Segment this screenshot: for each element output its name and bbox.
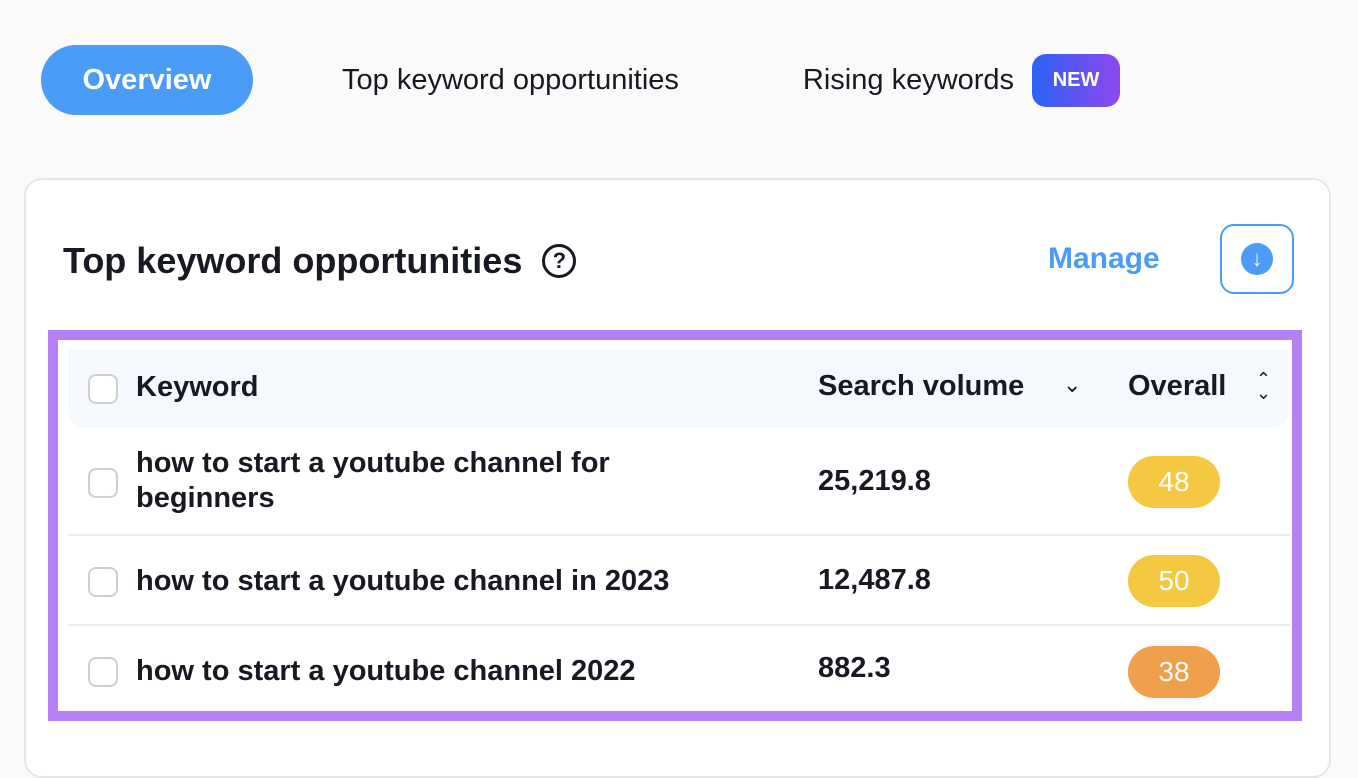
card-title: Top keyword opportunities ? (63, 240, 577, 282)
search-volume-cell: 25,219.8 (818, 465, 931, 497)
column-overall[interactable]: Overall (1128, 370, 1227, 402)
table-header: Keyword Search volume ⌄ Overall ⌃⌄ (68, 350, 1290, 428)
column-search-volume[interactable]: Search volume (818, 370, 1025, 402)
new-badge: NEW (1032, 53, 1121, 107)
download-button[interactable]: ↓ (1220, 224, 1294, 294)
tab-rising-keywords[interactable]: Rising keywords (802, 63, 1015, 96)
overall-badge: 48 (1128, 456, 1220, 508)
table-row: how to start a youtube channel for begin… (68, 428, 1290, 536)
table-row: how to start a youtube channel 2022 882.… (68, 626, 1290, 712)
tab-bar: Overview Top keyword opportunities Risin… (41, 45, 1121, 115)
table-row: how to start a youtube channel in 2023 1… (68, 536, 1290, 626)
overall-badge: 38 (1128, 646, 1220, 698)
search-volume-cell: 12,487.8 (818, 564, 931, 596)
chevron-down-icon[interactable]: ⌄ (1063, 372, 1082, 397)
search-volume-cell: 882.3 (818, 652, 891, 684)
tab-overview[interactable]: Overview (41, 45, 253, 115)
sort-icon[interactable]: ⌃⌄ (1256, 369, 1272, 403)
keyword-cell: how to start a youtube channel for begin… (136, 447, 610, 514)
row-checkbox[interactable] (88, 468, 118, 498)
manage-link[interactable]: Manage (1048, 242, 1160, 275)
row-checkbox[interactable] (88, 567, 118, 597)
keyword-cell: how to start a youtube channel 2022 (136, 655, 636, 687)
keyword-cell: how to start a youtube channel in 2023 (136, 565, 670, 597)
overall-badge: 50 (1128, 555, 1220, 607)
column-keyword: Keyword (136, 371, 259, 403)
help-icon[interactable]: ? (542, 244, 577, 278)
keyword-table: Keyword Search volume ⌄ Overall ⌃⌄ how t… (48, 330, 1302, 721)
select-all-checkbox[interactable] (88, 374, 118, 404)
tab-top-keyword-opportunities[interactable]: Top keyword opportunities (342, 63, 679, 96)
row-checkbox[interactable] (88, 657, 118, 687)
download-icon: ↓ (1241, 243, 1273, 275)
card-title-text: Top keyword opportunities (63, 240, 523, 281)
